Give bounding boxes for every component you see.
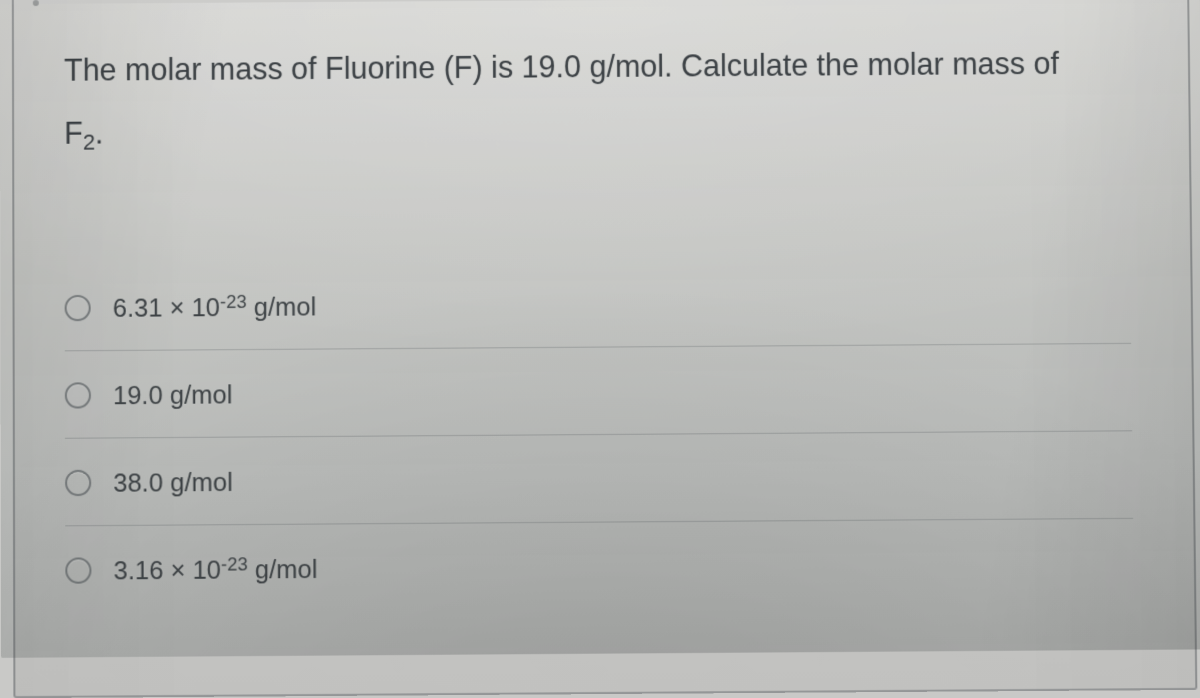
option-2[interactable]: 19.0 g/mol bbox=[65, 343, 1132, 438]
option-label: 38.0 g/mol bbox=[113, 466, 233, 499]
option-3[interactable]: 38.0 g/mol bbox=[65, 430, 1133, 525]
margin-dot-icon bbox=[33, 0, 39, 6]
question-period: . bbox=[95, 116, 104, 150]
option-label: 19.0 g/mol bbox=[113, 378, 233, 411]
question-line-1: The molar mass of Fluorine (F) is 19.0 g… bbox=[64, 47, 1059, 88]
option-text-pre: 6.31 × 10 bbox=[113, 294, 220, 323]
question-sub: 2 bbox=[83, 129, 95, 154]
photo-surface: The molar mass of Fluorine (F) is 19.0 g… bbox=[0, 0, 1200, 658]
option-4[interactable]: 3.16 × 10-23 g/mol bbox=[65, 518, 1134, 613]
radio-icon[interactable] bbox=[65, 295, 91, 321]
option-text-pre: 38.0 g/mol bbox=[113, 469, 233, 498]
option-1[interactable]: 6.31 × 10-23 g/mol bbox=[65, 257, 1132, 351]
radio-icon[interactable] bbox=[65, 470, 91, 496]
quiz-card: The molar mass of Fluorine (F) is 19.0 g… bbox=[12, 0, 1198, 698]
option-label: 6.31 × 10-23 g/mol bbox=[113, 290, 317, 324]
option-text-sup: -23 bbox=[221, 553, 248, 574]
option-text-post: g/mol bbox=[248, 556, 318, 585]
question-line-2: F2. bbox=[64, 116, 103, 150]
option-text-sup: -23 bbox=[220, 291, 247, 312]
option-label: 3.16 × 10-23 g/mol bbox=[113, 553, 317, 587]
radio-icon[interactable] bbox=[65, 382, 91, 408]
options-list: 6.31 × 10-23 g/mol 19.0 g/mol 38.0 g/mol… bbox=[65, 257, 1135, 613]
radio-icon[interactable] bbox=[65, 557, 91, 583]
question-text: The molar mass of Fluorine (F) is 19.0 g… bbox=[64, 32, 1129, 164]
option-text-pre: 19.0 g/mol bbox=[113, 381, 232, 410]
option-text-post: g/mol bbox=[247, 293, 317, 322]
option-text-pre: 3.16 × 10 bbox=[113, 557, 221, 586]
question-f: F bbox=[64, 116, 83, 150]
